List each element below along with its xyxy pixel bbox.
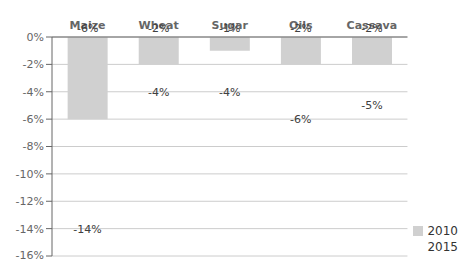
html-text:2015: 2015 (427, 240, 458, 254)
svg-text:-8%: -8% (23, 140, 44, 153)
svg-text:-6%: -6% (23, 113, 44, 126)
svg-text:-14%: -14% (73, 223, 101, 236)
html-text:2010: 2010 (427, 224, 458, 238)
svg-text:-1%: -1% (219, 22, 240, 35)
svg-text:0%: 0% (27, 31, 44, 44)
svg-text:-6%: -6% (77, 22, 98, 35)
svg-text:-4%: -4% (23, 86, 44, 99)
svg-text:Maize: Maize (69, 19, 106, 32)
svg-text:-2%: -2% (23, 58, 44, 71)
svg-text:-2%: -2% (148, 22, 169, 35)
svg-text:-14%: -14% (16, 223, 44, 236)
svg-text:Sugar: Sugar (211, 19, 248, 32)
svg-text:-2%: -2% (290, 22, 311, 35)
svg-text:-5%: -5% (361, 99, 382, 112)
svg-text:-6%: -6% (290, 113, 311, 126)
svg-text:-2%: -2% (361, 22, 382, 35)
svg-text:-16%: -16% (16, 249, 44, 261)
svg-text:Cassava: Cassava (346, 19, 398, 32)
svg-text:-4%: -4% (148, 86, 169, 99)
svg-text:-4%: -4% (219, 86, 240, 99)
svg-text:-12%: -12% (16, 195, 44, 208)
svg-text:-10%: -10% (16, 168, 44, 181)
svg-text:Wheat: Wheat (138, 19, 179, 32)
